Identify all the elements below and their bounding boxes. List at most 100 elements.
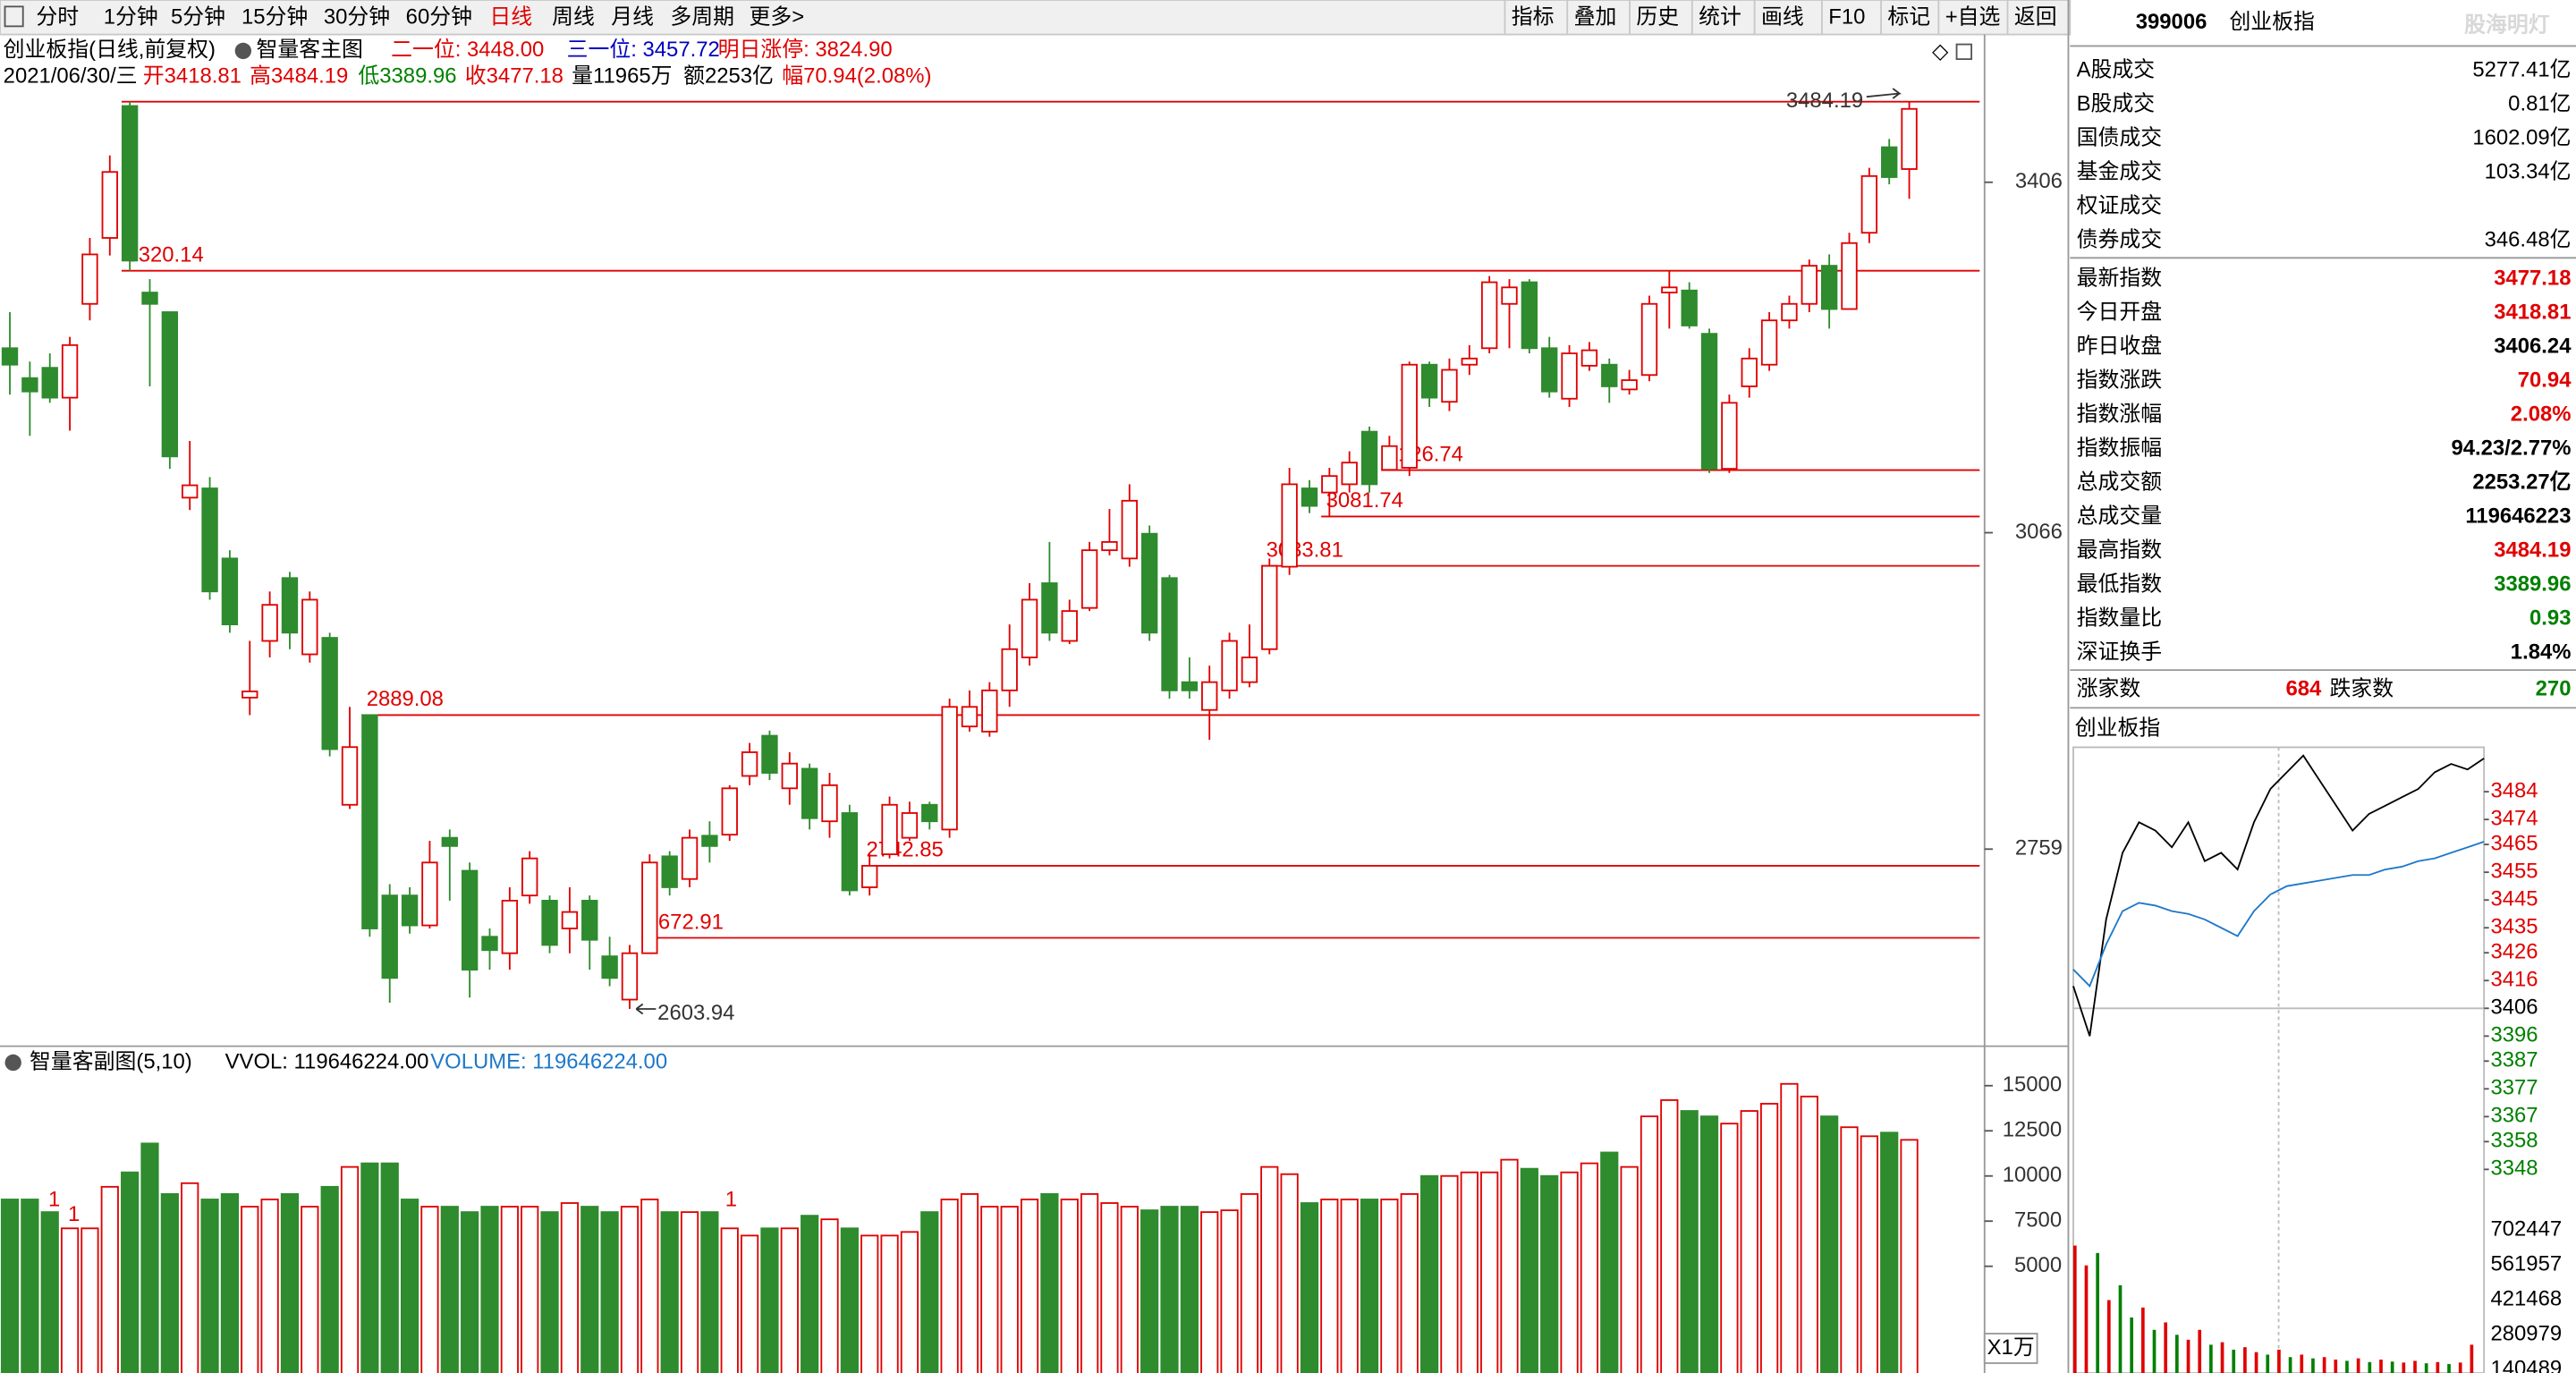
candle-body bbox=[1681, 289, 1698, 326]
row-label: 昨日收盘 bbox=[2077, 334, 2162, 358]
y-tick-label: 12500 bbox=[2003, 1118, 2062, 1142]
volume-bar bbox=[1840, 1126, 1859, 1373]
row-label: 债券成交 bbox=[2077, 227, 2162, 251]
volume-bar bbox=[1060, 1199, 1079, 1373]
candle-body bbox=[501, 900, 519, 954]
volume-bar bbox=[1900, 1139, 1919, 1373]
volume-bar bbox=[480, 1206, 499, 1373]
volume-bar bbox=[1600, 1151, 1619, 1373]
volume-bar bbox=[521, 1206, 539, 1373]
stock-code: 399006 bbox=[2136, 10, 2207, 34]
quote-item: 低3389.96 bbox=[358, 64, 456, 89]
candle-body bbox=[1360, 430, 1378, 486]
row-value: 346.48亿 bbox=[2485, 227, 2572, 251]
mini-volume-bar bbox=[2243, 1347, 2247, 1373]
row-value: 1602.09亿 bbox=[2472, 125, 2571, 149]
candle-body bbox=[701, 835, 718, 847]
volume-bar bbox=[1520, 1167, 1538, 1373]
toolbar-button[interactable]: 标记 bbox=[1887, 5, 1930, 30]
candle-body bbox=[801, 767, 818, 819]
toolbar-button[interactable]: 更多> bbox=[750, 5, 805, 30]
volume-bar bbox=[1680, 1110, 1699, 1373]
volume-bar bbox=[60, 1227, 80, 1373]
candle-body bbox=[1201, 681, 1218, 711]
mini-volume-bar bbox=[2130, 1317, 2133, 1373]
candle-body bbox=[261, 604, 278, 642]
toolbar-button[interactable]: 叠加 bbox=[1574, 5, 1617, 30]
mini-volume-bar bbox=[2470, 1344, 2474, 1373]
toolbar-button[interactable]: 指标 bbox=[1512, 5, 1555, 30]
diamond-icon[interactable]: ◇ bbox=[1932, 39, 1949, 64]
level-label: 2889.08 bbox=[367, 687, 444, 711]
candle-body bbox=[1741, 357, 1758, 387]
mini-volume-bar bbox=[2106, 1300, 2111, 1373]
mini-volume-bar bbox=[2311, 1358, 2315, 1373]
level-label: 3126.74 bbox=[1386, 442, 1463, 466]
toolbar-button[interactable]: 画线 bbox=[1761, 5, 1804, 30]
toolbar-button[interactable]: 周线 bbox=[552, 5, 595, 30]
candle-body bbox=[921, 803, 938, 823]
toolbar-button[interactable]: F10 bbox=[1828, 5, 1865, 30]
stock-name: 创业板指 bbox=[2229, 10, 2314, 34]
mini-volume-bar bbox=[2413, 1360, 2417, 1373]
candle-body bbox=[761, 734, 778, 774]
toolbar-button[interactable]: 30分钟 bbox=[324, 5, 390, 30]
volume-bar bbox=[1480, 1171, 1499, 1373]
y-tick-label: 3387 bbox=[2490, 1048, 2538, 1072]
mini-volume-bar bbox=[2175, 1335, 2179, 1373]
volume-bar bbox=[1500, 1158, 1519, 1373]
window-icon[interactable] bbox=[1955, 43, 1973, 61]
toolbar-button[interactable]: 统计 bbox=[1699, 5, 1741, 30]
toolbar-button[interactable]: 月线 bbox=[611, 5, 654, 30]
candle-body bbox=[1140, 532, 1158, 634]
toolbar-button[interactable]: 5分钟 bbox=[171, 5, 225, 30]
toolbar-button[interactable]: 返回 bbox=[2014, 5, 2057, 30]
y-tick-label: 3066 bbox=[2015, 520, 2063, 544]
quote-item: 开3418.81 bbox=[143, 64, 242, 89]
toolbar-button[interactable]: 分时 bbox=[36, 5, 79, 30]
candle-body bbox=[81, 253, 98, 305]
row-label: 指数振幅 bbox=[2077, 436, 2162, 460]
toolbar-button[interactable]: 1分钟 bbox=[104, 5, 158, 30]
breadth-value: 684 bbox=[2285, 676, 2322, 700]
toolbar-button[interactable]: 15分钟 bbox=[242, 5, 308, 30]
quote-item: 2021/06/30/三 bbox=[4, 64, 138, 89]
indicator-icon[interactable] bbox=[234, 42, 252, 60]
volume-bar bbox=[880, 1234, 899, 1373]
candle-body bbox=[1261, 564, 1278, 650]
candle-body bbox=[1321, 475, 1338, 494]
mini-volume-bar bbox=[2402, 1362, 2406, 1373]
volume-bar bbox=[140, 1142, 159, 1373]
candle-body bbox=[1881, 146, 1898, 178]
arrow bbox=[1866, 88, 1902, 99]
mini-volume-bar bbox=[2322, 1357, 2326, 1373]
toolbar-button[interactable]: 60分钟 bbox=[406, 5, 472, 30]
y-tick-label: 10000 bbox=[2003, 1163, 2062, 1187]
volume-bar bbox=[820, 1218, 839, 1373]
volume-bar bbox=[680, 1211, 699, 1373]
toolbar-button[interactable]: 多周期 bbox=[670, 5, 734, 30]
volume-bar bbox=[580, 1206, 599, 1373]
volume-bar bbox=[260, 1199, 279, 1373]
toolbar-button[interactable]: 日线 bbox=[489, 5, 532, 30]
candle-body bbox=[1801, 265, 1818, 305]
candle-body bbox=[1121, 499, 1138, 560]
volume-bar bbox=[500, 1206, 519, 1373]
volume-bar bbox=[220, 1192, 240, 1373]
indicator-icon[interactable] bbox=[4, 1054, 21, 1072]
toolbar-button[interactable]: +自选 bbox=[1945, 5, 2001, 30]
candle-body bbox=[641, 861, 658, 954]
row-value: 0.93 bbox=[2529, 606, 2571, 631]
candle-body bbox=[1541, 347, 1558, 393]
candle-body bbox=[141, 292, 158, 305]
row-value: 5277.41亿 bbox=[2472, 57, 2571, 81]
volume-bar bbox=[1620, 1165, 1639, 1373]
y-tick-label: 3426 bbox=[2490, 940, 2538, 964]
toolbar-button[interactable]: 历史 bbox=[1636, 5, 1679, 30]
volume-bar bbox=[960, 1192, 979, 1373]
logo: 股海明灯 bbox=[2464, 13, 2550, 38]
volume-bar bbox=[1040, 1192, 1059, 1373]
candle-body bbox=[401, 894, 419, 927]
menu-icon[interactable] bbox=[4, 5, 24, 28]
